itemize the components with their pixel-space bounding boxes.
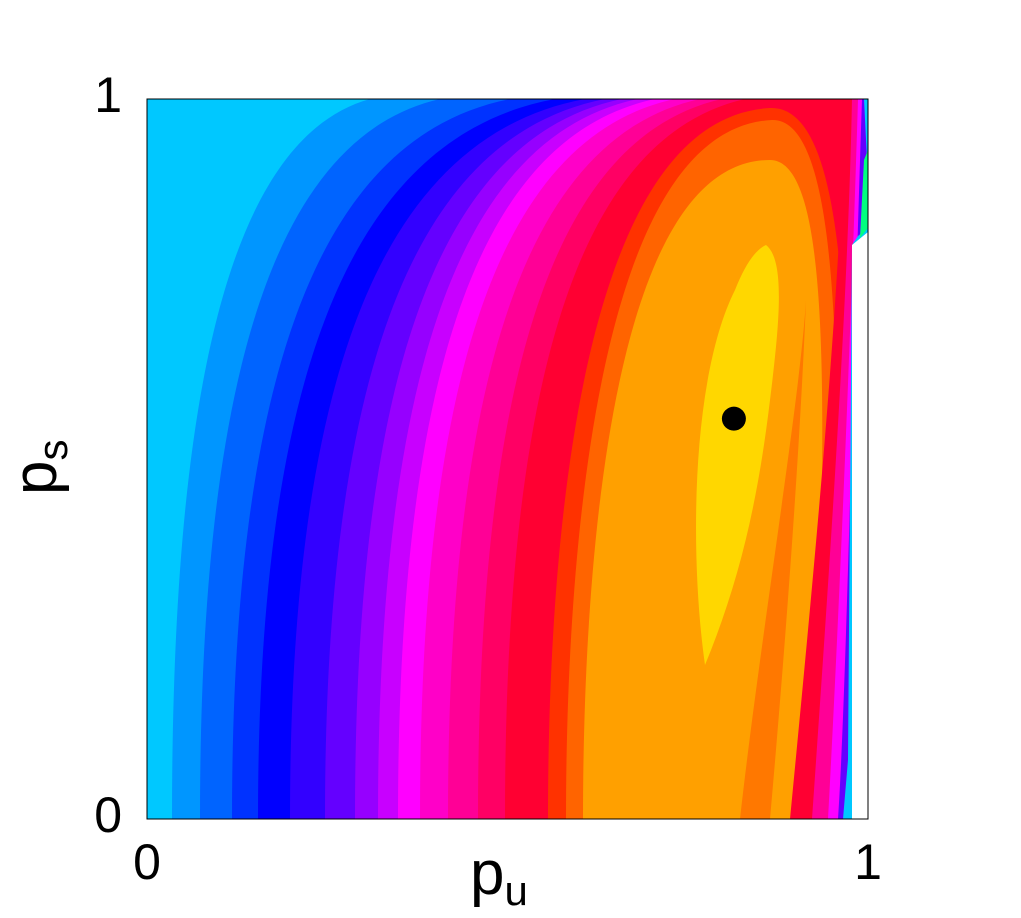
contour-field: [147, 99, 868, 819]
y-label-main: p: [1, 461, 70, 495]
y-tick-label: 0: [94, 787, 122, 843]
x-axis-label: pu: [470, 839, 528, 914]
contour-band: [740, 300, 806, 819]
x-label-subscript: u: [504, 867, 527, 914]
y-label-subscript: s: [29, 440, 76, 461]
contour-band: [696, 245, 779, 665]
contour-band: [860, 150, 868, 238]
x-tick-label: 1: [854, 834, 882, 890]
x-tick-label: 0: [133, 834, 161, 890]
x-label-main: p: [470, 839, 504, 908]
y-tick-label: 1: [94, 67, 122, 123]
contour-band: [852, 232, 868, 819]
y-axis-label: ps: [1, 440, 76, 495]
plot-frame: [146, 98, 869, 820]
marker-point: [721, 406, 746, 431]
